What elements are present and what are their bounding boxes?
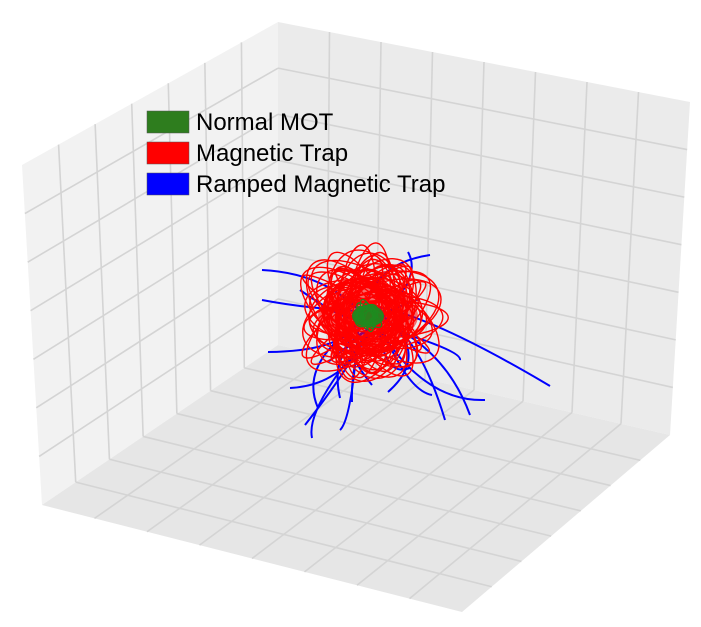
left-pane-grid-line <box>204 62 212 391</box>
right-pane-grid-line <box>277 113 685 198</box>
floor-pane-grid-line <box>94 355 328 520</box>
right-pane-grid-line <box>473 61 485 391</box>
floor-pane-grid-line <box>199 378 426 546</box>
right-pane-grid-line <box>522 71 537 402</box>
left-pane <box>22 22 278 505</box>
legend-swatch-magnetic-trap <box>146 141 190 165</box>
left-pane-grid-line <box>130 103 144 437</box>
right-pane-grid-line <box>277 67 688 151</box>
left-pane-grid-line <box>240 42 246 368</box>
right-pane-grid-line <box>277 251 676 341</box>
left-pane-grid-line <box>24 67 279 215</box>
floor-pane-grid-line <box>304 400 524 573</box>
legend-swatch-normal-mot <box>146 110 190 134</box>
left-pane-grid-line <box>94 124 111 460</box>
floor-pane-grid-line <box>146 366 377 533</box>
normal-mot-orbit <box>362 301 375 333</box>
legend-label-magnetic-trap: Magnetic Trap <box>196 140 348 167</box>
left-pane-grid-line <box>33 205 279 360</box>
left-pane-grid-line <box>57 144 77 483</box>
left-pane-grid-line <box>38 298 279 458</box>
right-pane-grid-line <box>277 205 679 294</box>
legend-swatch-ramped-magnetic-trap <box>146 172 190 196</box>
right-pane-grid-line <box>571 81 588 413</box>
left-pane-grid-line <box>167 83 178 414</box>
floor-pane-grid-line <box>356 411 573 586</box>
right-pane-grid-line <box>620 91 640 424</box>
floor-pane-grid-line <box>408 423 622 600</box>
right-pane-grid-line <box>277 159 682 246</box>
grid-lines <box>24 31 688 600</box>
legend: Normal MOT Magnetic Trap Ramped Magnetic… <box>146 109 445 198</box>
legend-label-ramped-magnetic-trap: Ramped Magnetic Trap <box>196 171 445 198</box>
left-pane-grid-line <box>30 159 279 312</box>
axis-panes <box>22 22 690 612</box>
normal-mot-orbit <box>355 306 379 327</box>
series-magnetic-trap <box>299 242 449 384</box>
series-normal-mot <box>352 298 384 333</box>
left-pane-grid-line <box>35 252 279 409</box>
floor-pane <box>42 345 670 612</box>
floor-pane-grid-line <box>251 389 475 560</box>
legend-label-normal-mot: Normal MOT <box>196 109 334 136</box>
